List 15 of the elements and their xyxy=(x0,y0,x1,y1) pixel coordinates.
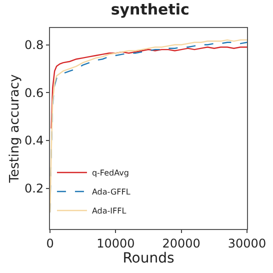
x-tick-label: 10000 xyxy=(96,236,135,250)
legend-label: Ada-IFFL xyxy=(92,206,127,216)
y-tick-label: 0.4 xyxy=(24,134,44,148)
y-tick-label: 0.6 xyxy=(24,86,44,100)
x-tick-label: 20000 xyxy=(162,236,200,250)
legend-label: q-FedAvg xyxy=(92,168,129,178)
chart-title: synthetic xyxy=(110,0,190,19)
x-tick-label: 0 xyxy=(46,236,54,250)
x-tick-label: 30000 xyxy=(228,236,266,250)
y-tick-label: 0.2 xyxy=(24,182,44,196)
y-tick-label: 0.8 xyxy=(24,38,44,52)
line-series xyxy=(50,46,247,130)
x-axis-title: Rounds xyxy=(122,250,174,266)
y-axis-title: Testing accuracy xyxy=(7,74,22,184)
legend-label: Ada-GFFL xyxy=(92,188,131,197)
